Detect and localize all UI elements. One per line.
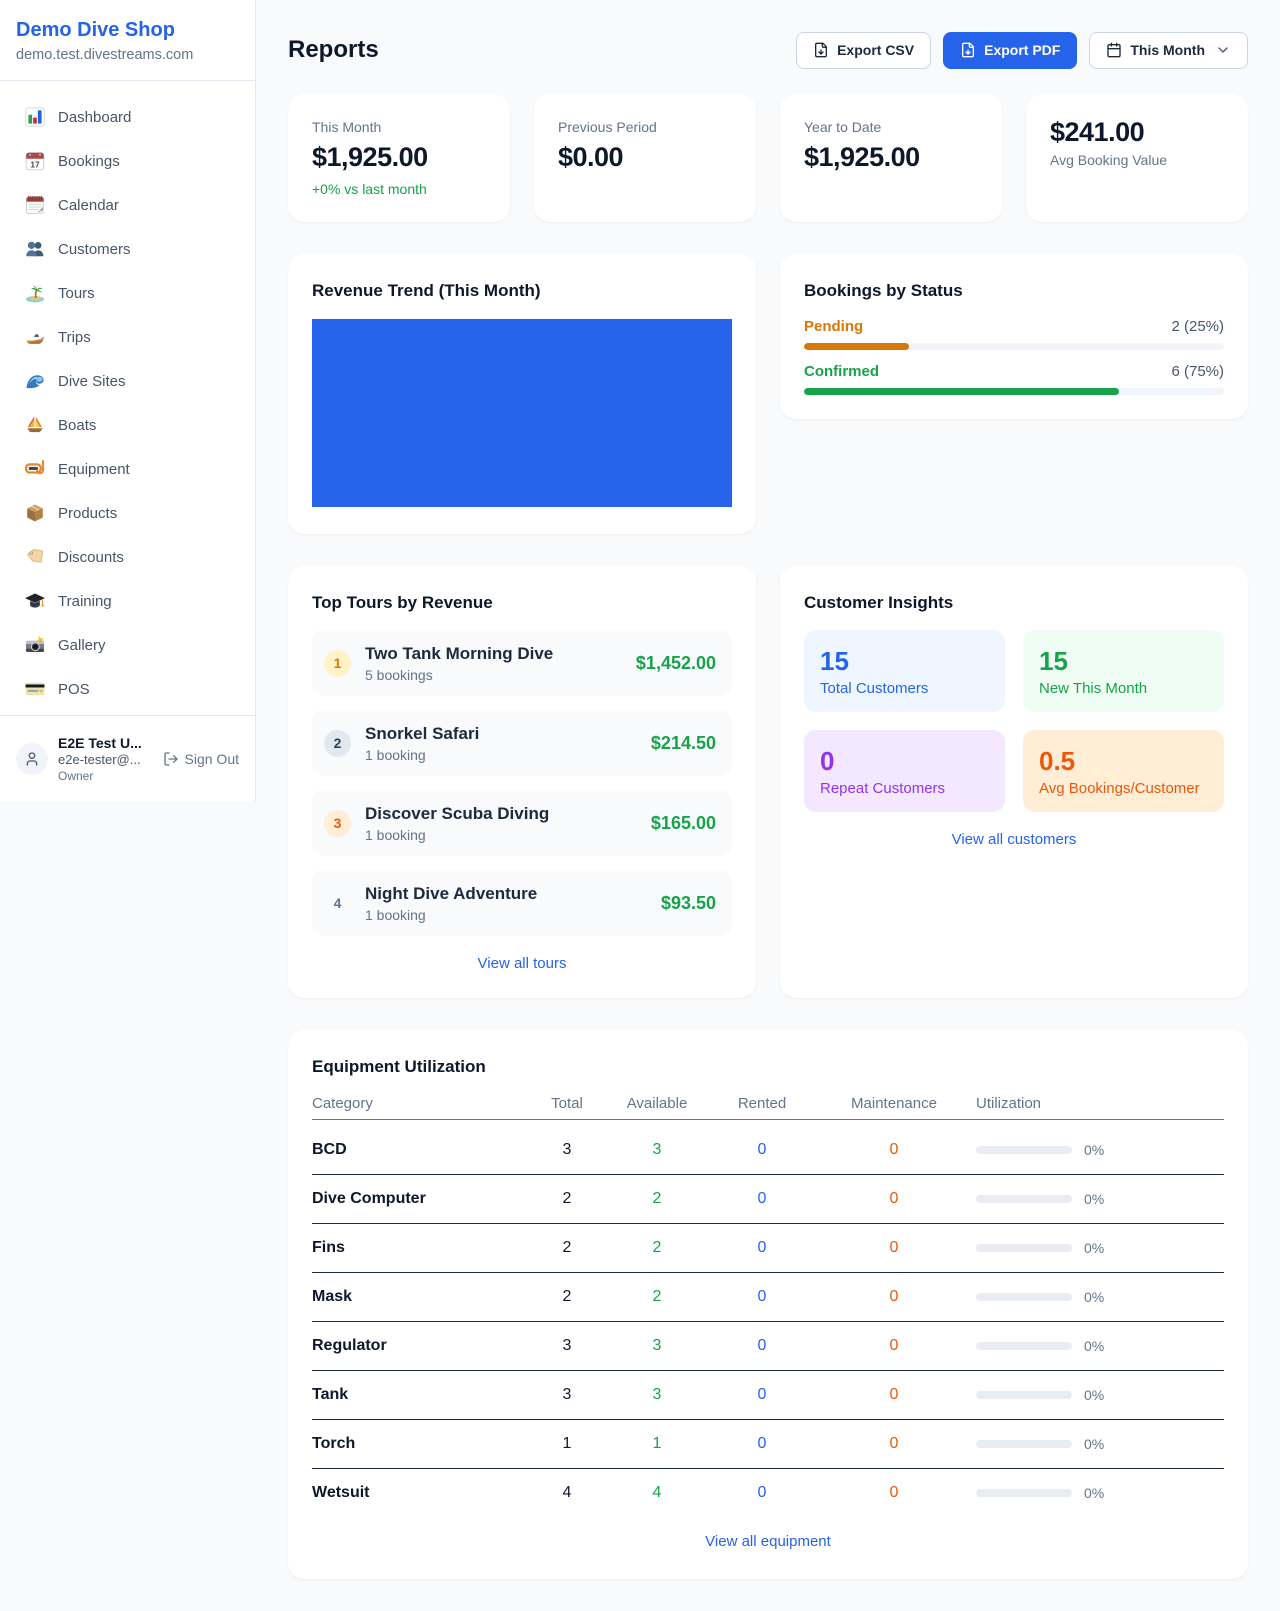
svg-text:17: 17 (30, 160, 40, 169)
